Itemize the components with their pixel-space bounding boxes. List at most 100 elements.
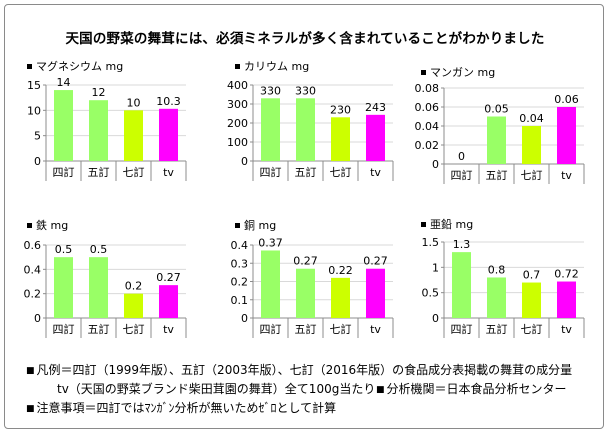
title-marker-icon	[421, 70, 426, 75]
chart-title: カリウム mg	[244, 60, 309, 73]
x-tick-label: 四訂	[53, 165, 75, 179]
x-tick-label: 五訂	[486, 168, 508, 182]
y-tick-label: 1	[432, 261, 439, 274]
bar	[54, 90, 73, 161]
y-tick-label: 0.6	[24, 239, 42, 252]
x-tick-label: tv	[163, 323, 174, 336]
x-tick-label: 五訂	[486, 322, 508, 336]
note-bullet: ■	[26, 366, 35, 376]
y-tick-label: 0.3	[231, 257, 249, 270]
title-marker-icon	[27, 223, 32, 228]
y-tick-label: 0	[241, 155, 248, 168]
data-label: 0.2	[125, 280, 143, 293]
bar	[487, 116, 506, 164]
bar	[261, 98, 280, 161]
bar	[54, 257, 73, 318]
data-label: 0.5	[55, 243, 73, 256]
note-line-tv: tv（天国の野菜ブランド柴田茸園の舞茸）全て100g当たり	[57, 380, 375, 397]
y-tick-label: 0.1	[231, 294, 249, 307]
bar	[452, 252, 471, 318]
x-tick-label: 四訂	[260, 165, 282, 179]
x-tick-label: 四訂	[53, 322, 75, 336]
x-tick-label: tv	[370, 323, 381, 336]
data-label: 12	[92, 86, 106, 99]
bar	[124, 293, 143, 318]
data-label: 0.05	[484, 103, 509, 116]
bar	[331, 117, 350, 161]
y-tick-label: 0.4	[231, 239, 249, 252]
data-label: 0.37	[258, 236, 283, 249]
data-label: 10.3	[156, 95, 181, 108]
note-line-legend: ■ 凡例＝四訂（1999年版）、五訂（2003年版）、七訂（2016年版）の食品成…	[26, 361, 572, 378]
data-label: 0.06	[554, 93, 579, 106]
title-marker-icon	[235, 64, 240, 69]
chart-title: マグネシウム mg	[36, 59, 123, 73]
note-tv-text: tv（天国の野菜ブランド柴田茸園の舞茸）全て100g当たり	[57, 382, 376, 396]
chart-title: マンガン mg	[430, 66, 495, 79]
title-marker-icon	[421, 222, 426, 227]
chart-frame	[4, 4, 604, 429]
data-label: 0.7	[523, 269, 541, 282]
x-tick-label: 七訂	[521, 168, 543, 182]
x-tick-label: 五訂	[295, 165, 317, 179]
bar	[366, 268, 385, 318]
bar	[522, 282, 541, 318]
note-lab-text: 分析機関＝日本食品分析センター	[386, 382, 567, 396]
chart-title: 亜鉛 mg	[430, 217, 473, 231]
bar	[261, 250, 280, 318]
note-bullet: ■	[26, 404, 35, 414]
bar	[89, 100, 108, 161]
y-tick-label: 0.5	[422, 287, 440, 300]
note-line-caution: ■ 注意事項＝四訂ではﾏﾝｶﾞﾝ分析が無いためｾﾞﾛとして計算	[26, 399, 336, 416]
bar	[89, 257, 108, 318]
bar	[366, 114, 385, 161]
bar	[331, 277, 350, 318]
data-label: 0.22	[328, 264, 353, 277]
data-label: 0.5	[90, 243, 108, 256]
chart-title: 銅 mg	[244, 218, 276, 232]
data-label: 0.27	[156, 271, 181, 284]
y-tick-label: 300	[227, 98, 248, 111]
y-tick-label: 0.06	[415, 101, 440, 114]
y-tick-label: 200	[227, 117, 248, 130]
data-label: 0.27	[363, 255, 388, 268]
bar	[159, 108, 178, 161]
x-tick-label: 七訂	[123, 165, 145, 179]
y-tick-label: 0.08	[415, 82, 440, 95]
data-label: 10	[127, 96, 141, 109]
x-tick-label: 五訂	[295, 322, 317, 336]
data-label: 14	[57, 76, 71, 89]
bar	[487, 277, 506, 318]
data-label: 330	[295, 84, 316, 97]
y-tick-label: 0.4	[24, 263, 42, 276]
data-label: 243	[365, 101, 386, 114]
data-label: 1.3	[453, 238, 471, 251]
x-tick-label: 五訂	[88, 322, 110, 336]
bar	[557, 281, 576, 318]
x-tick-label: 七訂	[521, 322, 543, 336]
x-tick-label: 五訂	[88, 165, 110, 179]
x-tick-label: 四訂	[260, 322, 282, 336]
chart-title: 鉄 mg	[36, 218, 68, 232]
y-tick-label: 0.2	[231, 276, 249, 289]
x-tick-label: tv	[163, 166, 174, 179]
data-label: 0.72	[554, 268, 579, 281]
data-label: 330	[260, 84, 281, 97]
bar	[296, 268, 315, 318]
page-title: 天国の野菜の舞茸には、必須ミネラルが多く含まれていることがわかりました	[65, 31, 545, 47]
data-label: 0	[458, 150, 465, 163]
note-caution-text: 注意事項＝四訂ではﾏﾝｶﾞﾝ分析が無いためｾﾞﾛとして計算	[36, 401, 337, 415]
title-marker-icon	[27, 64, 32, 69]
y-tick-label: 1.5	[422, 236, 440, 249]
x-tick-label: 七訂	[330, 165, 352, 179]
x-tick-label: tv	[561, 169, 572, 182]
x-tick-label: 四訂	[451, 168, 473, 182]
y-tick-label: 10	[27, 104, 41, 117]
y-tick-label: 0	[34, 155, 41, 168]
data-label: 0.8	[488, 263, 506, 276]
x-tick-label: tv	[561, 323, 572, 336]
y-tick-label: 0	[432, 158, 439, 171]
x-tick-label: 七訂	[330, 322, 352, 336]
bar	[557, 107, 576, 164]
